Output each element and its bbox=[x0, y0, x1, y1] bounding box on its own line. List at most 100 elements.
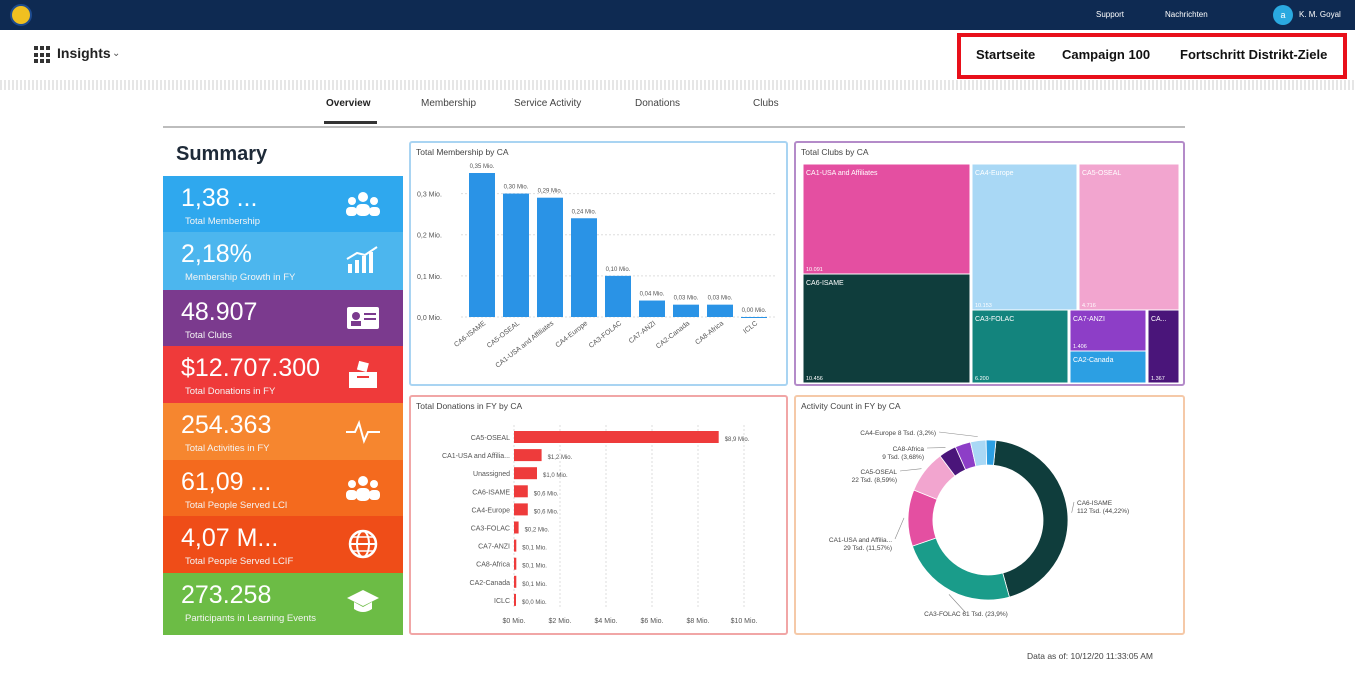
tab-service-activity[interactable]: Service Activity bbox=[514, 98, 582, 109]
data-label: 0,00 Mio. bbox=[742, 308, 767, 314]
header-divider bbox=[0, 80, 1355, 90]
donut-slice[interactable] bbox=[911, 537, 1010, 601]
kpi-value: 1,38 ... bbox=[181, 184, 258, 212]
nav-campaign-100[interactable]: Campaign 100 bbox=[1062, 47, 1151, 62]
bar[interactable] bbox=[514, 557, 517, 570]
kpi-label: Total Membership bbox=[185, 216, 260, 227]
y-tick-label: CA6-ISAME bbox=[472, 489, 510, 496]
bar[interactable] bbox=[741, 317, 767, 318]
bar[interactable] bbox=[514, 467, 537, 480]
x-tick-label: $6 Mio. bbox=[641, 618, 664, 625]
id-card-icon bbox=[347, 307, 379, 329]
bar[interactable] bbox=[469, 173, 495, 317]
data-label: 0,03 Mio. bbox=[674, 296, 699, 302]
bar[interactable] bbox=[639, 300, 665, 317]
membership-bar-chart: 0,0 Mio. 0,1 Mio. 0,2 Mio. 0,3 Mio. 0,35 Mio… bbox=[417, 164, 776, 370]
bar[interactable] bbox=[514, 521, 519, 534]
kpi-value: 61,09 ... bbox=[181, 468, 272, 496]
messages-link[interactable]: Nachrichten bbox=[1165, 10, 1208, 19]
bar[interactable] bbox=[605, 275, 631, 317]
bar[interactable] bbox=[514, 485, 528, 498]
kpi-tile[interactable]: 4,07 M... Total People Served LCIF bbox=[163, 516, 403, 573]
data-label: $0,6 Mio. bbox=[534, 509, 559, 515]
app-name[interactable]: Insights bbox=[57, 45, 111, 61]
bar[interactable] bbox=[673, 304, 699, 317]
leader-line bbox=[894, 517, 905, 540]
kpi-tile[interactable]: 2,18% Membership Growth in FY bbox=[163, 232, 403, 290]
y-tick-label: 0,2 Mio. bbox=[417, 233, 442, 240]
y-tick-label: CA3-FOLAC bbox=[471, 526, 510, 533]
treemap-tile[interactable] bbox=[802, 273, 971, 384]
membership-chart-panel[interactable]: Total Membership by CA 0,0 Mio. 0,1 Mio. 0… bbox=[409, 141, 788, 386]
tab-donations[interactable]: Donations bbox=[635, 98, 681, 109]
bar[interactable] bbox=[514, 503, 528, 516]
y-tick-label: Unassigned bbox=[473, 471, 510, 478]
bar[interactable] bbox=[514, 431, 719, 443]
treemap-tile[interactable] bbox=[1069, 309, 1147, 352]
data-label: $0,1 Mio. bbox=[522, 582, 547, 588]
treemap-tile[interactable] bbox=[1078, 163, 1180, 311]
bar[interactable] bbox=[514, 575, 517, 588]
leader-line bbox=[899, 468, 922, 472]
tab-membership[interactable]: Membership bbox=[421, 98, 477, 109]
data-label: $1,2 Mio. bbox=[548, 455, 573, 461]
bar[interactable] bbox=[707, 304, 733, 317]
kpi-tile[interactable]: 273.258 Participants in Learning Events bbox=[163, 573, 403, 635]
support-link[interactable]: Support bbox=[1096, 10, 1125, 19]
treemap-value: 4.716 bbox=[1082, 303, 1096, 309]
bar[interactable] bbox=[514, 593, 516, 606]
user-name[interactable]: K. M. Goyal bbox=[1299, 10, 1341, 19]
nav-fortschritt-distrikt-ziele[interactable]: Fortschritt Distrikt-Ziele bbox=[1180, 47, 1328, 62]
kpi-tile[interactable]: 48.907 Total Clubs bbox=[163, 290, 403, 346]
clubs-treemap-panel[interactable]: Total Clubs by CA CA1-USA and Affiliates… bbox=[794, 141, 1185, 386]
kpi-value: 4,07 M... bbox=[181, 524, 279, 552]
kpi-label: Membership Growth in FY bbox=[185, 272, 296, 283]
data-label: $0,0 Mio. bbox=[522, 600, 547, 606]
chart-title: Total Clubs by CA bbox=[801, 147, 869, 157]
kpi-tile[interactable]: $12.707.300 Total Donations in FY bbox=[163, 346, 403, 403]
data-label: 0,30 Mio. bbox=[504, 185, 529, 191]
people-served-icon bbox=[346, 476, 380, 501]
leader-line bbox=[948, 594, 967, 614]
kpi-tile[interactable]: 1,38 ... Total Membership bbox=[163, 176, 403, 232]
avatar[interactable]: a bbox=[1273, 5, 1293, 25]
bar[interactable] bbox=[514, 539, 517, 552]
treemap-tile[interactable] bbox=[802, 163, 971, 275]
treemap-value: 6.200 bbox=[975, 376, 989, 382]
donut-slice[interactable] bbox=[993, 439, 1069, 598]
growth-chart-icon bbox=[346, 246, 378, 273]
activity-donut-panel[interactable]: Activity Count in FY by CA CA6-ISAME 112 … bbox=[794, 395, 1185, 635]
bar[interactable] bbox=[514, 449, 542, 462]
data-label: $0,1 Mio. bbox=[522, 564, 547, 570]
tab-clubs[interactable]: Clubs bbox=[753, 98, 779, 109]
chevron-down-icon[interactable]: ⌄ bbox=[112, 48, 121, 59]
donations-chart-panel[interactable]: Total Donations in FY by CA $0 Mio. $2 Mi… bbox=[409, 395, 788, 635]
treemap-tile[interactable] bbox=[971, 163, 1078, 311]
chart-title: Total Donations in FY by CA bbox=[416, 401, 523, 411]
bar[interactable] bbox=[503, 193, 529, 317]
tab-overview[interactable]: Overview bbox=[326, 98, 371, 109]
bar[interactable] bbox=[537, 197, 563, 317]
y-tick-label: CA8-Africa bbox=[476, 562, 510, 569]
kpi-tile[interactable]: 61,09 ... Total People Served LCI bbox=[163, 460, 403, 516]
kpi-tile[interactable]: 254.363 Total Activities in FY bbox=[163, 403, 403, 460]
donut-slice[interactable] bbox=[907, 489, 938, 547]
slice-label: CA8-Africa bbox=[893, 446, 925, 453]
slice-label: 9 Tsd. (3,68%) bbox=[882, 454, 924, 461]
apps-grid-icon[interactable] bbox=[34, 46, 52, 64]
treemap-value: 1.406 bbox=[1073, 344, 1087, 350]
x-tick-label: CA3-FOLAC bbox=[588, 320, 623, 350]
bar[interactable] bbox=[571, 218, 597, 317]
treemap-name: CA2-Canada bbox=[1073, 357, 1114, 364]
tabs-divider bbox=[163, 126, 1185, 128]
y-tick-label: CA5-OSEAL bbox=[471, 435, 510, 442]
treemap-value: 1.367 bbox=[1151, 376, 1165, 382]
nav-startseite[interactable]: Startseite bbox=[976, 47, 1036, 62]
data-label: $1,0 Mio. bbox=[543, 473, 568, 479]
donut-slice[interactable] bbox=[985, 439, 997, 466]
treemap-tile[interactable] bbox=[1069, 350, 1147, 384]
active-tab-indicator bbox=[324, 121, 377, 124]
treemap-tile[interactable] bbox=[971, 309, 1069, 384]
lions-logo-icon[interactable] bbox=[10, 4, 32, 26]
treemap-tile[interactable] bbox=[1147, 309, 1180, 384]
